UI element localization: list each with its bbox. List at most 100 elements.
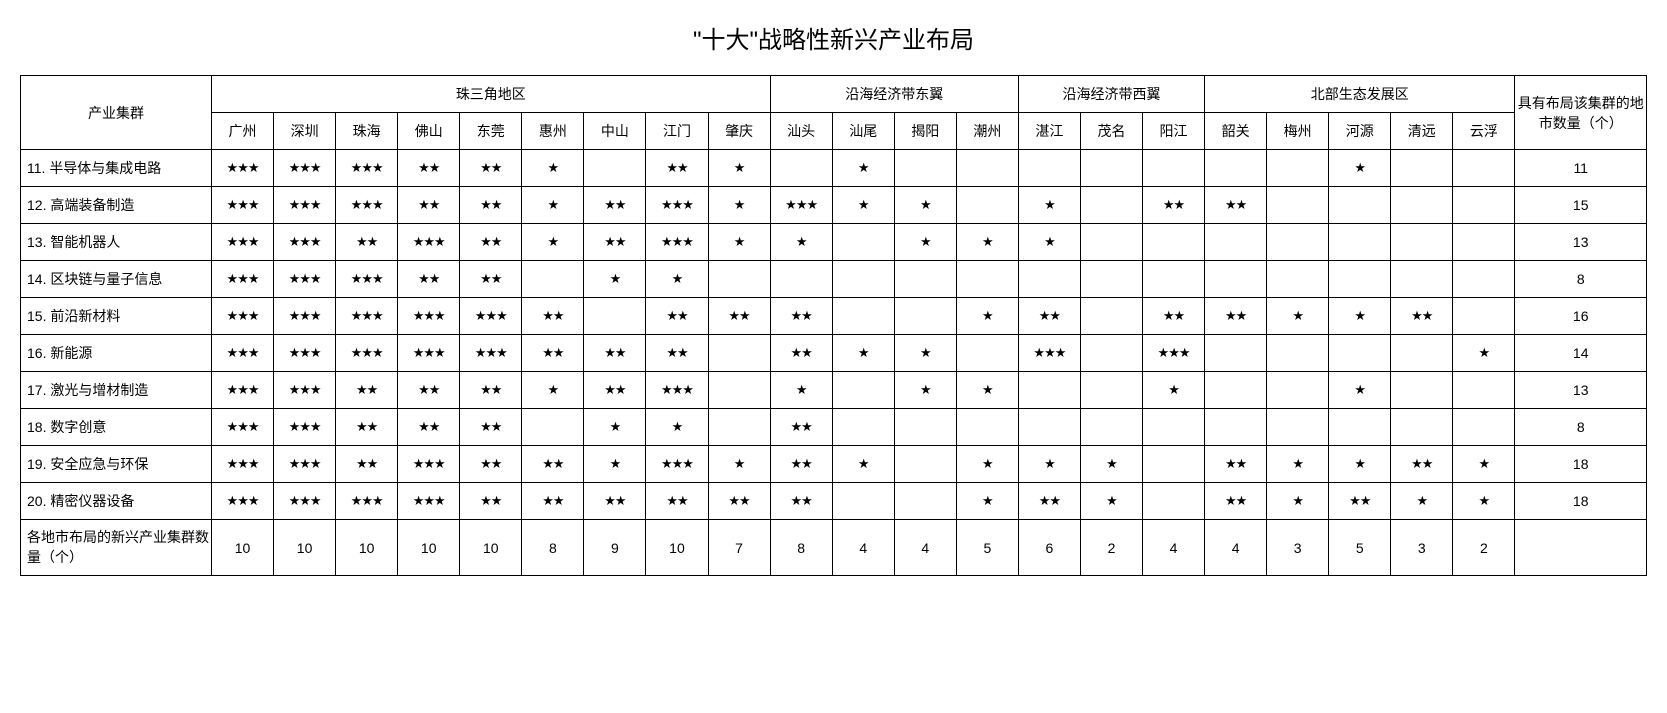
star-cell: ★ [1080, 483, 1142, 520]
star-cell [1205, 409, 1267, 446]
star-cell: ★★★ [646, 187, 708, 224]
city-header: 湛江 [1018, 113, 1080, 150]
star-cell: ★★★ [336, 483, 398, 520]
row-label: 13. 智能机器人 [21, 224, 212, 261]
star-cell: ★★★ [212, 335, 274, 372]
star-cell: ★ [584, 446, 646, 483]
star-cell: ★ [956, 224, 1018, 261]
star-cell [894, 483, 956, 520]
footer-value: 10 [212, 520, 274, 576]
star-cell: ★ [1453, 335, 1515, 372]
star-cell: ★★ [770, 298, 832, 335]
row-count: 15 [1515, 187, 1647, 224]
city-header: 江门 [646, 113, 708, 150]
star-cell [1453, 298, 1515, 335]
star-cell: ★ [1329, 446, 1391, 483]
footer-value: 10 [646, 520, 708, 576]
star-cell: ★★ [460, 261, 522, 298]
star-cell: ★ [1453, 446, 1515, 483]
city-header: 珠海 [336, 113, 398, 150]
star-cell: ★★ [770, 409, 832, 446]
star-cell [584, 298, 646, 335]
star-cell [1143, 409, 1205, 446]
star-cell: ★ [894, 187, 956, 224]
star-cell: ★★★ [336, 187, 398, 224]
star-cell: ★★★ [212, 409, 274, 446]
star-cell: ★ [708, 187, 770, 224]
table-row: 15. 前沿新材料★★★★★★★★★★★★★★★★★★★★★★★★★★★★★★★… [21, 298, 1647, 335]
star-cell [1267, 224, 1329, 261]
star-cell: ★★★ [646, 446, 708, 483]
star-cell [1018, 372, 1080, 409]
star-cell: ★★★ [212, 446, 274, 483]
star-cell: ★★★ [398, 335, 460, 372]
star-cell: ★ [894, 372, 956, 409]
city-header: 揭阳 [894, 113, 956, 150]
col-header-count: 具有布局该集群的地市数量（个） [1515, 76, 1647, 150]
star-cell: ★★ [646, 150, 708, 187]
city-header: 河源 [1329, 113, 1391, 150]
star-cell: ★ [894, 335, 956, 372]
city-header: 深圳 [274, 113, 336, 150]
star-cell [956, 409, 1018, 446]
star-cell [1329, 335, 1391, 372]
star-cell: ★★ [1205, 483, 1267, 520]
star-cell: ★★ [646, 335, 708, 372]
star-cell [1329, 261, 1391, 298]
star-cell [1453, 261, 1515, 298]
star-cell: ★★★ [1018, 335, 1080, 372]
star-cell: ★★ [1205, 446, 1267, 483]
star-cell: ★ [1143, 372, 1205, 409]
star-cell [708, 409, 770, 446]
footer-value: 9 [584, 520, 646, 576]
star-cell: ★★ [398, 261, 460, 298]
table-row: 17. 激光与增材制造★★★★★★★★★★★★★★★★★★★★★★★13 [21, 372, 1647, 409]
star-cell [956, 335, 1018, 372]
star-cell [1267, 150, 1329, 187]
row-label: 17. 激光与增材制造 [21, 372, 212, 409]
star-cell: ★★ [770, 483, 832, 520]
star-cell: ★ [956, 446, 1018, 483]
star-cell: ★★★ [274, 483, 336, 520]
star-cell [894, 261, 956, 298]
star-cell [1453, 372, 1515, 409]
star-cell: ★★★ [212, 298, 274, 335]
star-cell [1143, 224, 1205, 261]
star-cell: ★ [894, 224, 956, 261]
star-cell: ★★★ [212, 224, 274, 261]
star-cell: ★ [584, 261, 646, 298]
star-cell: ★★★ [646, 372, 708, 409]
city-header: 韶关 [1205, 113, 1267, 150]
star-cell [1391, 372, 1453, 409]
star-cell [1080, 335, 1142, 372]
star-cell [1391, 261, 1453, 298]
star-cell [1391, 150, 1453, 187]
star-cell: ★★ [584, 224, 646, 261]
star-cell: ★★ [1143, 187, 1205, 224]
star-cell [1143, 261, 1205, 298]
star-cell [1080, 372, 1142, 409]
row-label: 15. 前沿新材料 [21, 298, 212, 335]
star-cell: ★★ [1391, 446, 1453, 483]
star-cell: ★★ [398, 372, 460, 409]
star-cell: ★★★ [274, 446, 336, 483]
star-cell: ★★ [398, 409, 460, 446]
star-cell: ★ [708, 446, 770, 483]
star-cell: ★ [708, 150, 770, 187]
star-cell: ★★★ [212, 483, 274, 520]
region-header: 沿海经济带东翼 [770, 76, 1018, 113]
star-cell: ★ [646, 261, 708, 298]
city-header: 东莞 [460, 113, 522, 150]
star-cell: ★★ [398, 150, 460, 187]
footer-value: 5 [956, 520, 1018, 576]
star-cell: ★★★ [336, 261, 398, 298]
star-cell: ★ [522, 372, 584, 409]
star-cell [832, 372, 894, 409]
star-cell [522, 261, 584, 298]
row-label: 18. 数字创意 [21, 409, 212, 446]
star-cell: ★★ [460, 187, 522, 224]
star-cell: ★ [1453, 483, 1515, 520]
star-cell [1267, 335, 1329, 372]
footer-value: 8 [522, 520, 584, 576]
star-cell [832, 409, 894, 446]
